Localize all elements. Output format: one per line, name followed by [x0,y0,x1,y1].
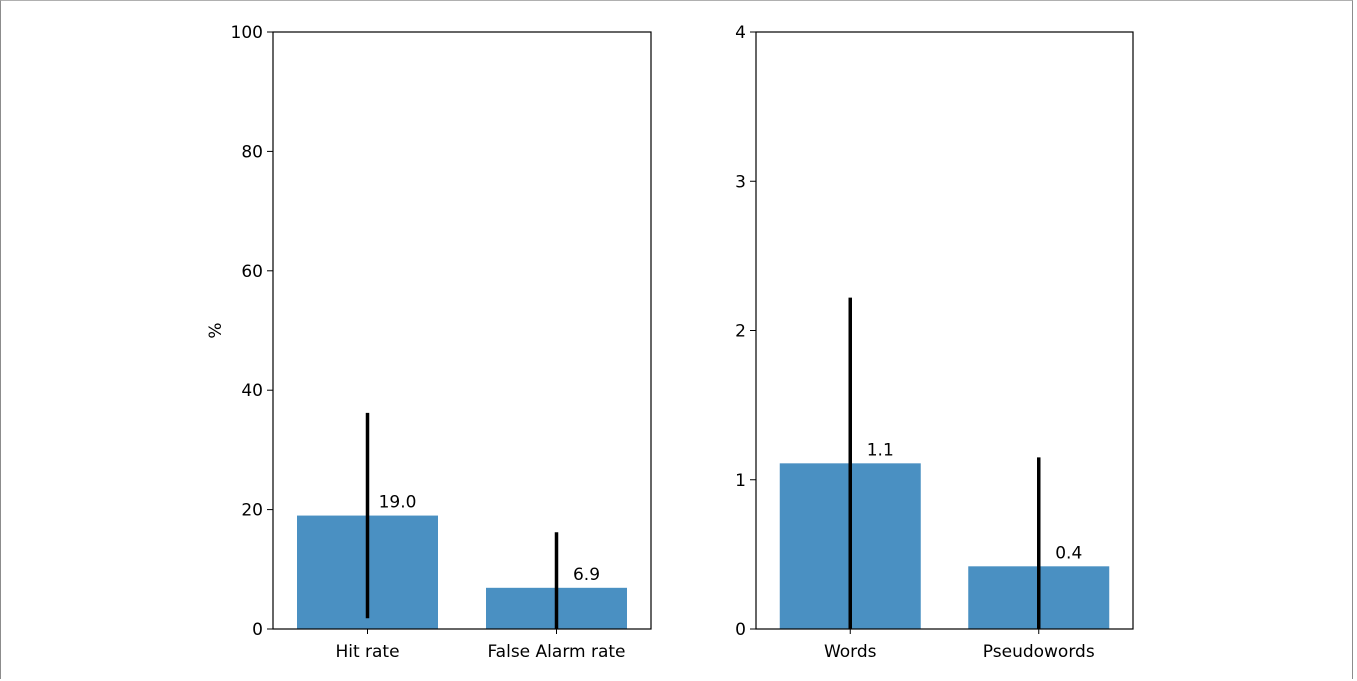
bar-value-label: 0.4 [1055,543,1082,563]
y-tick-label: 1 [735,471,746,491]
x-tick-label: Words [824,642,877,662]
bar-value-label: 6.9 [573,565,600,585]
bar-value-label: 19.0 [379,493,417,513]
y-tick-label: 20 [241,501,263,521]
y-tick-label: 40 [241,381,263,401]
y-axis-label: % [206,322,226,338]
y-tick-label: 100 [231,23,263,43]
y-tick-label: 60 [241,262,263,282]
y-tick-label: 2 [735,322,746,342]
x-tick-label: Hit rate [335,642,399,662]
y-tick-label: 0 [735,620,746,640]
y-tick-label: 3 [735,172,746,192]
y-tick-label: 80 [241,142,263,162]
x-tick-label: Pseudowords [983,642,1095,662]
axes-frame [272,31,652,630]
y-tick-label: 4 [735,23,746,43]
axes-frame [755,31,1134,630]
x-tick-label: False Alarm rate [487,642,625,662]
bar-value-label: 1.1 [867,440,894,460]
y-tick-label: 0 [252,620,263,640]
